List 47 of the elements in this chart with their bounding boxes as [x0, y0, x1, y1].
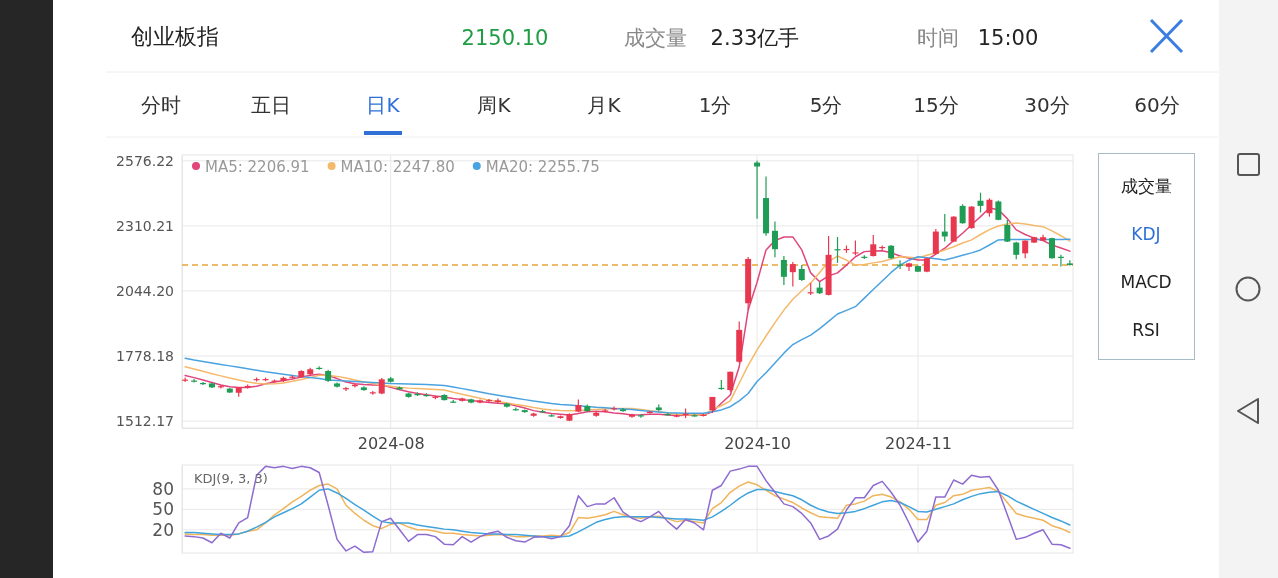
- y-tick-label: 2576.22: [116, 152, 174, 169]
- text: 日K: [366, 93, 401, 118]
- x-tick-label: 2024-10: [724, 434, 792, 454]
- text: 月K: [587, 93, 622, 118]
- candlestick: [1066, 259, 1073, 267]
- line-series: [184, 465, 1071, 553]
- text: RSI: [1132, 320, 1160, 341]
- text: 15:00: [977, 25, 1039, 50]
- text: 周K: [477, 93, 512, 118]
- candlestick: [959, 203, 966, 225]
- text: 成交量: [623, 25, 687, 50]
- candlestick: [789, 261, 796, 288]
- y-tick-label: 2044.20: [116, 282, 174, 299]
- text: 30分: [1024, 93, 1070, 118]
- candlestick: [780, 255, 787, 286]
- y-tick-label: 1778.18: [116, 348, 174, 365]
- text: KDJ: [1131, 224, 1161, 245]
- text: 分时: [141, 93, 181, 118]
- y-tick-label: 20: [152, 519, 174, 540]
- text: 五日: [251, 93, 291, 118]
- candlestick: [932, 228, 939, 255]
- candlestick: [968, 205, 975, 230]
- text: 成交量: [1120, 176, 1172, 197]
- legend-label: MA5: 2206.91: [205, 158, 310, 176]
- candlestick: [1022, 239, 1029, 259]
- candlestick: [771, 220, 778, 258]
- y-tick-label: 2310.21: [116, 217, 174, 234]
- text: 5分: [809, 93, 843, 118]
- text: 2.33亿手: [710, 25, 800, 50]
- candlestick: [977, 192, 984, 214]
- text: MACD: [1120, 272, 1172, 293]
- candlestick: [986, 197, 993, 218]
- legend-label: MA20: 2255.75: [485, 158, 600, 176]
- y-tick-label: 50: [152, 499, 174, 520]
- text: 时间: [917, 25, 959, 50]
- text: 2150.10: [461, 25, 549, 50]
- chart-title: 创业板指: [131, 24, 219, 49]
- y-tick-label: 80: [152, 478, 174, 499]
- x-tick-label: 2024-11: [885, 434, 952, 454]
- x-tick-label: 2024-08: [357, 434, 425, 454]
- candlestick: [494, 397, 501, 404]
- text: 15分: [913, 93, 959, 118]
- text: 1分: [698, 93, 732, 118]
- y-tick-label: 1512.17: [116, 413, 174, 430]
- legend-label: MA10: 2247.80: [340, 158, 455, 176]
- text: 60分: [1134, 93, 1180, 118]
- candlestick: [870, 234, 877, 258]
